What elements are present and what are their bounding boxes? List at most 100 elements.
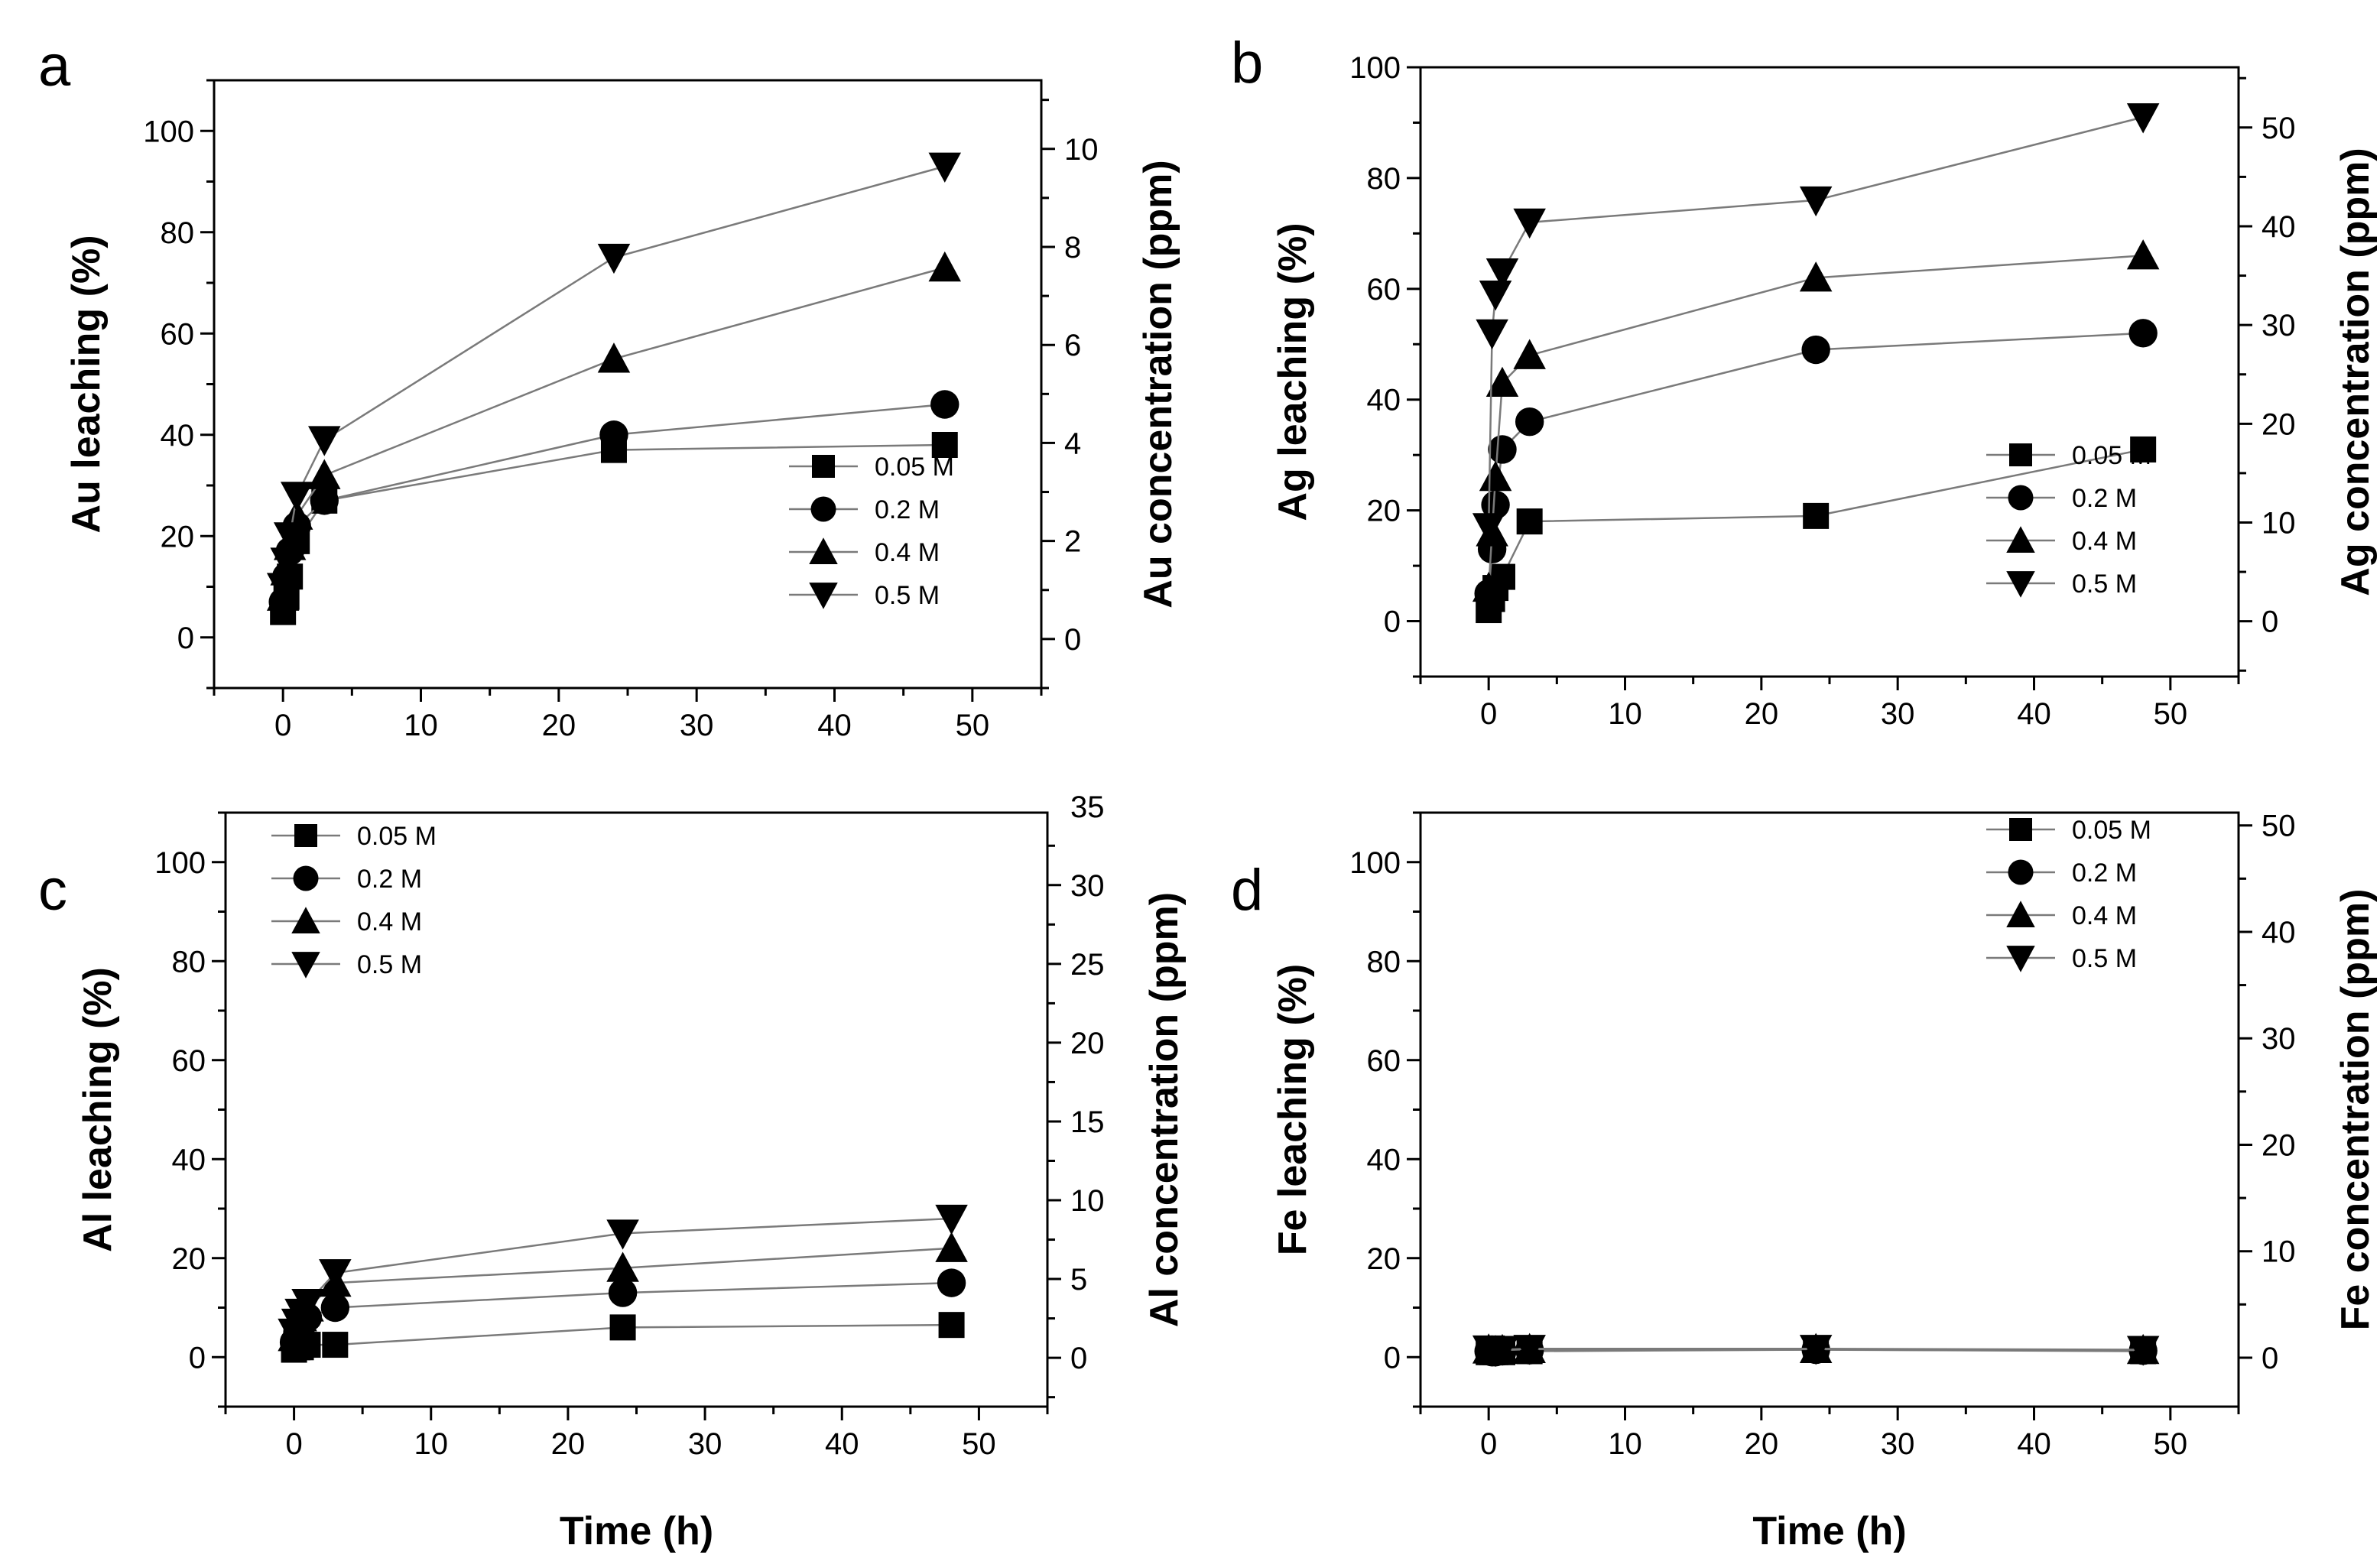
x-tick-label: 20 xyxy=(1745,1427,1779,1461)
panel-letter: d xyxy=(1231,858,1263,923)
y2-tick-label: 5 xyxy=(1070,1263,1087,1297)
data-point xyxy=(266,573,300,603)
legend-marker xyxy=(2008,485,2034,511)
data-point xyxy=(308,459,341,489)
x-tick-label: 0 xyxy=(1480,1427,1497,1461)
data-point xyxy=(1516,508,1543,535)
data-point xyxy=(291,1288,324,1319)
data-point xyxy=(928,251,962,282)
y-axis-title: Al leaching (%) xyxy=(76,967,120,1252)
x-tick-label: 30 xyxy=(680,709,714,742)
data-point xyxy=(606,1251,639,1282)
legend-marker xyxy=(2006,526,2035,553)
legend-marker xyxy=(2006,901,2035,927)
panel-b: b 0 10 20 30 40 50 0 20 40 60 80 100 0 10 20 30 40 50 Ag le… xyxy=(1231,31,2378,731)
legend-marker xyxy=(809,537,838,564)
data-point xyxy=(597,243,631,274)
x-tick-label: 20 xyxy=(551,1427,586,1461)
series-triangle-down xyxy=(266,152,962,603)
legend-marker xyxy=(809,583,838,609)
legend-label: 0.05 M xyxy=(875,453,954,482)
data-point xyxy=(1472,571,1505,602)
x-tick-label: 30 xyxy=(688,1427,722,1461)
series-square xyxy=(281,1312,965,1363)
x-tick-label: 30 xyxy=(1881,697,1915,731)
data-point xyxy=(1485,366,1519,398)
y-tick-label: 40 xyxy=(1367,384,1401,417)
series-line xyxy=(281,165,946,587)
y2-tick-label: 40 xyxy=(2261,916,2296,949)
y2-axis-title: Au concentration (ppm) xyxy=(1136,160,1180,608)
legend-label: 0.5 M xyxy=(357,950,422,979)
data-point xyxy=(1513,1335,1546,1365)
legend-label: 0.5 M xyxy=(2072,570,2137,599)
data-point xyxy=(1513,208,1546,239)
legend: 0.05 M 0.2 M 0.4 M 0.5 M xyxy=(789,453,954,610)
series-circle xyxy=(268,390,959,617)
legend: 0.05 M 0.2 M 0.4 M 0.5 M xyxy=(271,822,437,979)
y2-tick-label: 35 xyxy=(1070,790,1105,824)
x-tick-label: 50 xyxy=(956,709,990,742)
data-point xyxy=(1799,1335,1833,1365)
y2-tick-label: 0 xyxy=(1070,1342,1087,1375)
data-point xyxy=(2126,103,2160,134)
series-triangle-up xyxy=(1472,239,2160,602)
series-square xyxy=(1476,436,2157,624)
data-point xyxy=(1485,1336,1519,1366)
legend-label: 0.05 M xyxy=(2072,816,2151,845)
y-axis-title: Ag leaching (%) xyxy=(1271,222,1315,521)
y-tick-label: 0 xyxy=(189,1341,206,1375)
y-tick-label: 20 xyxy=(161,520,195,553)
y2-tick-label: 0 xyxy=(1064,623,1081,657)
data-point xyxy=(606,1219,639,1250)
x-tick-label: 20 xyxy=(1745,697,1779,731)
y2-tick-label: 15 xyxy=(1070,1105,1105,1139)
data-point xyxy=(928,152,962,183)
y-axis-title: Fe leaching (%) xyxy=(1271,964,1315,1255)
y2-tick-label: 30 xyxy=(2261,1022,2296,1056)
data-point xyxy=(1799,261,1833,292)
y-tick-label: 40 xyxy=(172,1143,206,1177)
data-point xyxy=(599,420,628,450)
x-tick-label: 0 xyxy=(274,709,291,742)
y2-tick-label: 50 xyxy=(2261,112,2296,145)
x-tick-label: 40 xyxy=(2017,697,2051,731)
y2-tick-label: 30 xyxy=(2261,309,2296,342)
y2-axis-title: Al concentration (ppm) xyxy=(1142,892,1187,1327)
data-point xyxy=(1513,339,1546,369)
legend-marker xyxy=(2009,443,2032,466)
series-line xyxy=(281,443,945,612)
y2-tick-label: 4 xyxy=(1064,427,1081,460)
panel-c: c 0 10 20 30 40 50 0 20 40 60 80 100 0 5 10 15 20 25 30 35 Al… xyxy=(38,790,1187,1553)
y2-tick-label: 10 xyxy=(2261,1235,2296,1269)
legend-label: 0.2 M xyxy=(2072,859,2137,888)
legend-marker xyxy=(2006,946,2035,972)
data-point xyxy=(1479,281,1512,311)
legend: 0.05 M 0.2 M 0.4 M 0.5 M xyxy=(1986,441,2151,599)
data-point xyxy=(930,390,959,419)
x-tick-label: 0 xyxy=(1480,697,1497,731)
series-line xyxy=(1487,332,2144,594)
data-point xyxy=(608,1278,638,1307)
y-tick-label: 60 xyxy=(172,1044,206,1078)
legend-label: 0.4 M xyxy=(357,907,422,936)
y2-tick-label: 0 xyxy=(2261,605,2278,639)
data-point xyxy=(1803,502,1830,529)
data-point xyxy=(1479,460,1512,492)
series-line xyxy=(1487,115,2144,527)
legend-label: 0.4 M xyxy=(2072,901,2137,930)
y2-tick-label: 40 xyxy=(2261,210,2296,244)
x-tick-label: 30 xyxy=(1881,1427,1915,1461)
x-tick-label: 0 xyxy=(285,1427,302,1461)
y-tick-label: 100 xyxy=(1349,846,1401,880)
legend-marker xyxy=(810,496,836,522)
x-tick-label: 10 xyxy=(404,709,438,742)
x-tick-label: 20 xyxy=(542,709,576,742)
data-point xyxy=(1485,258,1519,289)
y-tick-label: 80 xyxy=(1367,162,1401,196)
legend-label: 0.2 M xyxy=(875,495,940,524)
y2-tick-label: 20 xyxy=(2261,1128,2296,1162)
y2-tick-label: 30 xyxy=(1070,869,1105,903)
y2-tick-label: 6 xyxy=(1064,329,1081,362)
legend-marker xyxy=(2008,859,2034,885)
